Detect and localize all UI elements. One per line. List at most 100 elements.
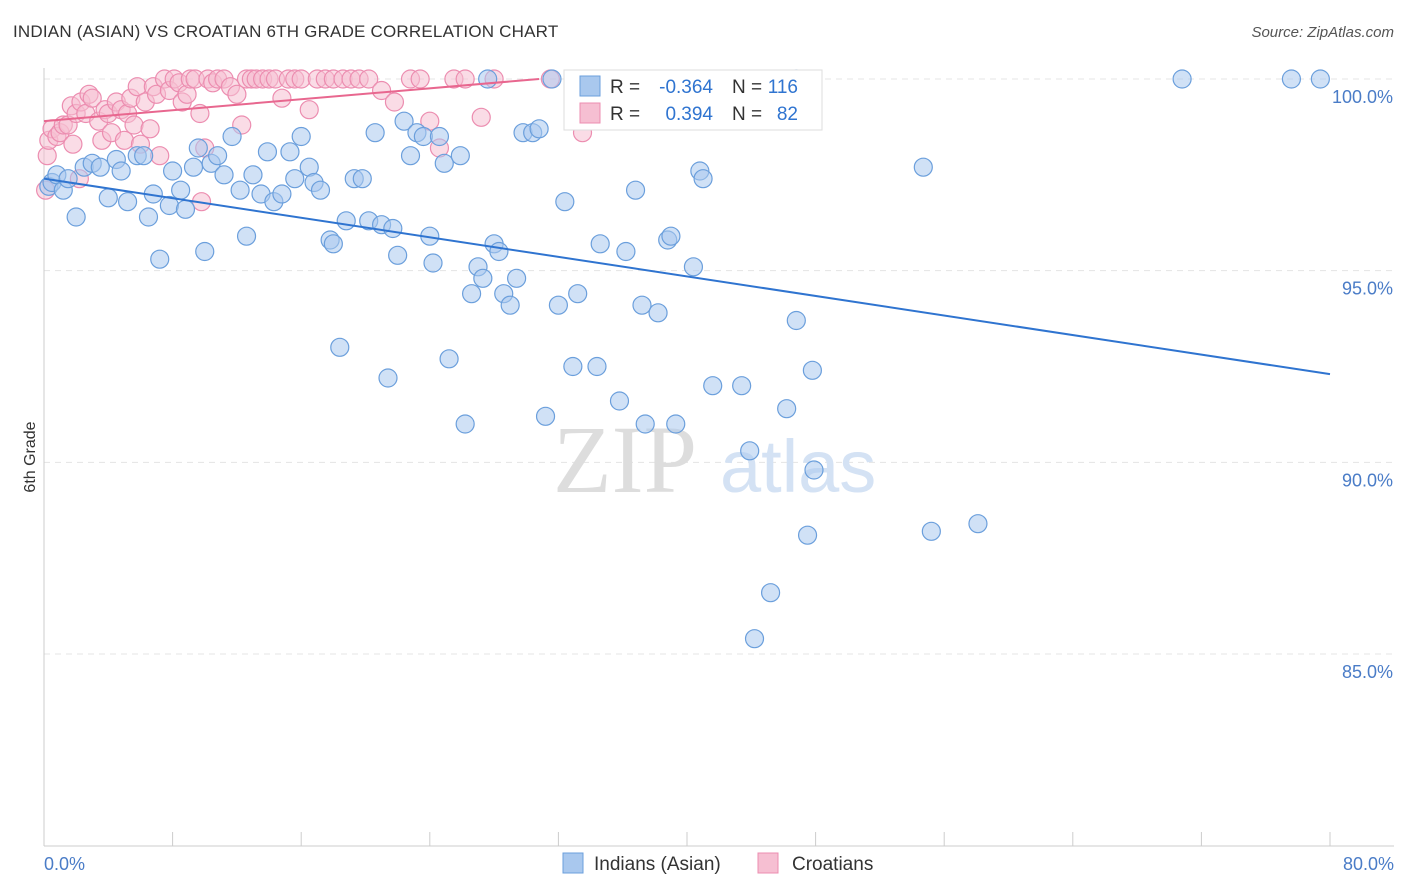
x-axis-ticks: [43, 832, 1331, 846]
indians-asian-point-37: [285, 169, 305, 189]
indians-asian-point-11: [111, 161, 131, 181]
indians-asian-point-26: [208, 146, 228, 166]
croatians-point-60: [299, 100, 319, 120]
indians-asian-point-80: [555, 192, 575, 212]
indians-asian-point-51: [378, 368, 398, 388]
indians-asian-point-8: [90, 157, 110, 177]
croatians-point-67: [359, 69, 379, 89]
indians-asian-point-85: [609, 391, 630, 411]
indians-asian-point-79: [548, 295, 569, 315]
y-axis-label: 6th Grade: [22, 421, 39, 492]
indians-asian-point-19: [163, 161, 183, 181]
correlation-legend: R = -0.364 N = 116 R = 0.394 N = 82: [563, 69, 823, 131]
bottom-legend-swatch-blue: [562, 852, 584, 874]
watermark-atlas: atlas: [720, 425, 876, 508]
croatians-point-75: [455, 69, 475, 89]
indians-asian-point-76: [529, 119, 549, 139]
croatians-point-48: [227, 84, 247, 104]
legend-swatch-blue: [579, 75, 601, 97]
croatians-point-69: [384, 92, 405, 112]
indians-asian-point-65: [461, 284, 482, 304]
indians-asian-point-47: [352, 169, 372, 189]
indians-asian-point-21: [175, 199, 196, 219]
legend-box: [563, 69, 823, 131]
indians-asian-point-106: [804, 460, 824, 480]
croatians-points: [36, 69, 593, 212]
gridlines: [44, 78, 1394, 655]
legend-r-value-1: -0.364: [659, 77, 713, 98]
x-tick-label-80: 80.0%: [1343, 854, 1394, 874]
indians-asian-point-43: [323, 234, 343, 254]
indians-asian-point-107: [913, 157, 933, 177]
indians-asian-point-87: [625, 180, 646, 200]
croatians-point-56: [272, 88, 292, 108]
indians-asian-points: [39, 69, 1330, 649]
croatians-point-25: [124, 115, 144, 135]
indians-asian-point-62: [439, 349, 459, 369]
indians-asian-point-81: [563, 356, 583, 377]
y-tick-label-95: 95.0%: [1342, 279, 1393, 299]
indians-asian-point-82: [568, 284, 588, 304]
indians-asian-point-5: [66, 207, 86, 227]
indians-asian-point-33: [257, 142, 278, 162]
indians-asian-point-111: [1281, 69, 1302, 89]
legend-n-value-2: 82: [777, 104, 798, 125]
indians-asian-point-59: [423, 253, 443, 273]
indians-asian-point-60: [429, 126, 450, 147]
x-tick-label-0: 0.0%: [44, 854, 85, 874]
indians-asian-point-30: [236, 226, 257, 246]
indians-asian-point-86: [616, 241, 636, 262]
legend-r-label-2: R =: [610, 104, 640, 125]
legend-n-value-1: 116: [768, 77, 798, 98]
indians-asian-point-104: [797, 525, 818, 545]
y-axis-tick-labels: 85.0% 90.0% 95.0% 100.0%: [1332, 87, 1393, 682]
indians-asian-point-29: [230, 180, 250, 200]
indians-asian-point-55: [400, 146, 421, 166]
indians-asian-point-112: [1310, 69, 1330, 89]
indians-asian-point-12: [117, 192, 138, 212]
indians-asian-point-35: [272, 184, 292, 204]
indians-asian-point-41: [310, 180, 331, 200]
legend-n-label-1: N =: [732, 77, 762, 98]
croatians-point-22: [114, 130, 134, 150]
indians-asian-point-67: [473, 268, 493, 288]
indians-asian-point-93: [666, 414, 686, 434]
indians-asian-point-64: [455, 414, 475, 434]
indians-asian-point-100: [744, 629, 765, 649]
indians-asian-point-98: [732, 376, 752, 396]
indians-asian-point-92: [661, 226, 681, 246]
y-tick-label-85: 85.0%: [1342, 662, 1393, 682]
indians-asian-point-78: [542, 69, 562, 89]
croatians-point-68: [371, 80, 392, 101]
croatians-point-76: [471, 107, 491, 127]
indians-asian-point-24: [195, 241, 215, 262]
bottom-legend-label-indians: Indians (Asian): [594, 854, 721, 875]
series-legend: Indians (Asian) Croatians: [562, 852, 873, 875]
indians-asian-point-110: [1172, 69, 1192, 89]
indians-asian-point-94: [683, 257, 704, 277]
indians-asian-point-49: [365, 123, 385, 143]
croatians-trend-line: [43, 78, 540, 123]
croatians-point-71: [410, 69, 430, 89]
indians-asian-trend-line: [43, 177, 1331, 376]
indians-asian-point-102: [777, 399, 797, 419]
indians-asian-point-57: [413, 126, 433, 147]
indians-asian-point-54: [394, 111, 414, 131]
indians-asian-point-17: [150, 249, 170, 269]
indians-asian-point-27: [214, 165, 234, 185]
indians-asian-point-52: [383, 218, 403, 239]
indians-asian-point-38: [291, 126, 311, 147]
croatians-point-32: [150, 146, 170, 166]
indians-asian-point-105: [802, 360, 822, 380]
y-tick-label-90: 90.0%: [1342, 470, 1393, 490]
indians-asian-point-22: [183, 157, 204, 177]
indians-asian-point-9: [98, 188, 118, 208]
indians-asian-point-63: [450, 146, 470, 166]
legend-n-label-2: N =: [732, 104, 762, 125]
legend-swatch-pink: [579, 102, 601, 124]
indians-asian-point-88: [632, 295, 652, 315]
indians-asian-point-90: [648, 303, 668, 323]
legend-r-label-1: R =: [610, 77, 640, 98]
legend-r-value-2: 0.394: [665, 104, 713, 125]
